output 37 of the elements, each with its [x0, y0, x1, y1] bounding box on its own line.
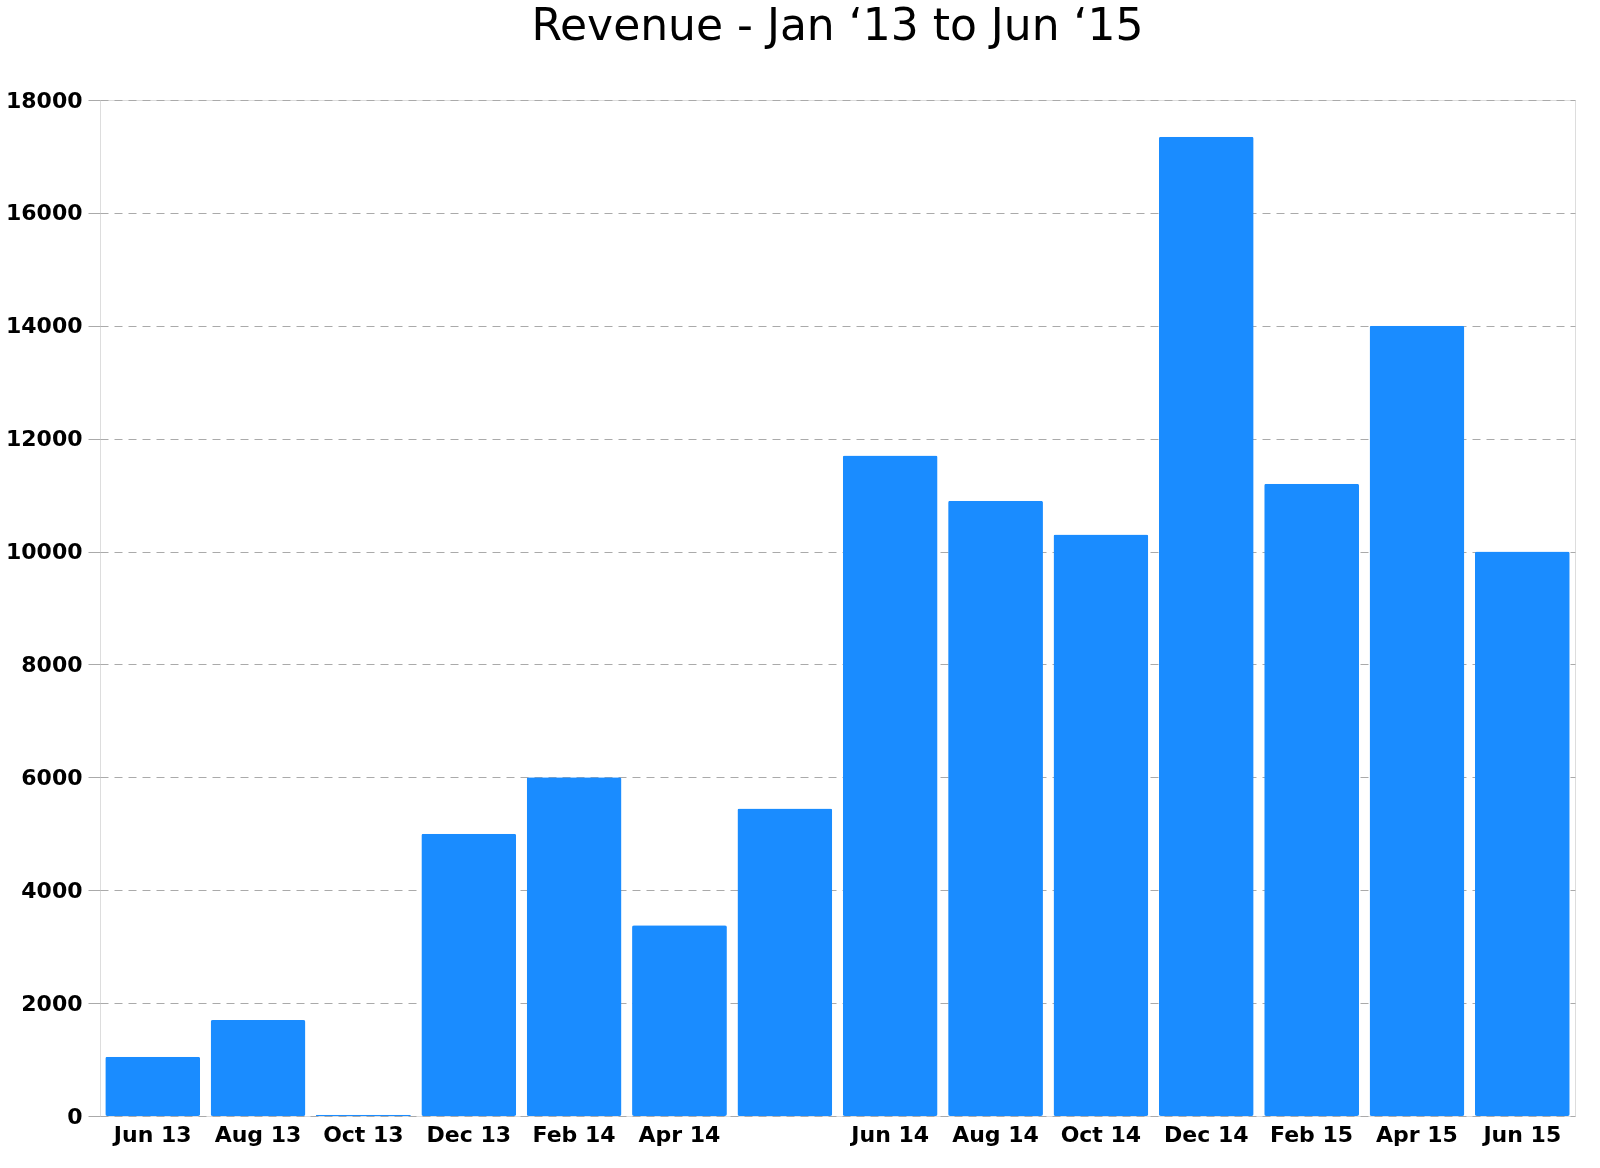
bar: [105, 1056, 201, 1116]
y-tick-label: 8000: [21, 651, 83, 677]
y-tick-label: 2000: [21, 990, 83, 1016]
bar: [1474, 551, 1570, 1116]
x-tick-label: Apr 14: [638, 1121, 721, 1147]
x-tick-label: Feb 14: [532, 1121, 616, 1147]
bar: [737, 808, 833, 1116]
y-tick-label: 0: [67, 1103, 83, 1129]
bar: [526, 777, 622, 1116]
bar: [1053, 534, 1149, 1116]
x-tick-label: Dec 13: [426, 1121, 511, 1147]
bar: [1369, 325, 1465, 1116]
y-tick-label: 16000: [5, 200, 83, 226]
x-tick-label: Dec 14: [1164, 1121, 1249, 1147]
y-tick-label: 14000: [5, 313, 83, 339]
x-tick-label: Jun 14: [849, 1121, 930, 1147]
bar: [632, 925, 727, 1116]
bar: [842, 455, 938, 1116]
bar: [1158, 136, 1254, 1116]
x-tick-label: Feb 15: [1270, 1121, 1354, 1147]
x-tick-label: Jun 15: [1481, 1121, 1562, 1147]
x-tick-label: Aug 14: [952, 1121, 1039, 1147]
x-tick-label: Oct 13: [323, 1121, 404, 1147]
x-tick-label: Oct 14: [1060, 1121, 1142, 1147]
x-tick-label: Apr 15: [1376, 1121, 1458, 1147]
y-tick-label: 12000: [5, 426, 83, 452]
bar: [421, 833, 517, 1116]
bar: [210, 1020, 306, 1116]
bar: [948, 500, 1043, 1116]
y-tick-label: 10000: [5, 539, 83, 565]
y-tick-label: 6000: [21, 764, 83, 790]
y-tick-label: 4000: [21, 877, 83, 903]
chart-title: Revenue - Jan ‘13 to Jun ‘15: [531, 0, 1144, 50]
bar: [1264, 483, 1360, 1116]
x-tick-label: Jun 13: [111, 1121, 192, 1147]
x-tick-label: Aug 13: [214, 1121, 302, 1147]
y-tick-label: 18000: [5, 87, 83, 113]
